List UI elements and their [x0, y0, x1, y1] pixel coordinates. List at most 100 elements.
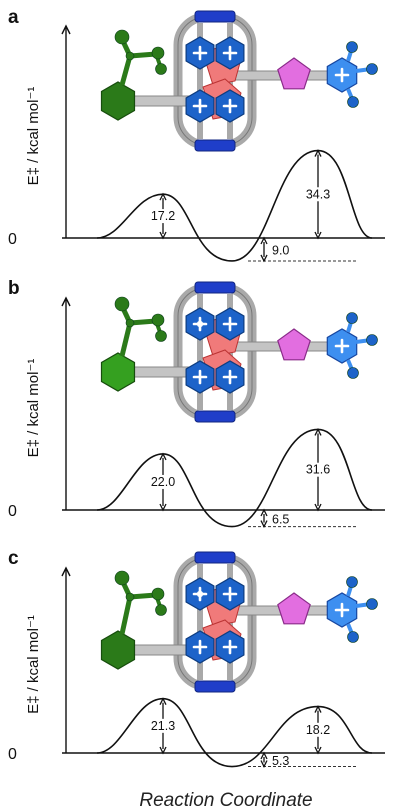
magenta-pentagon-icon: [277, 592, 311, 625]
zero-tick-label: 0: [8, 746, 17, 763]
barrier1-arrow-head-top: [159, 192, 167, 201]
energy-curve: [96, 428, 373, 528]
barrier2-arrow-head-bottom: [314, 231, 322, 240]
barrier1-label-bg: [149, 209, 177, 224]
reduced-dot: [196, 320, 204, 328]
barrier2-arrow-head-bottom: [314, 503, 322, 512]
green-atom-1: [114, 570, 130, 586]
barrier1-label: 21.3: [151, 719, 175, 733]
plus-mark-4: [222, 98, 238, 114]
plus-mark-2: [222, 586, 238, 602]
blue-atom-3: [347, 631, 359, 643]
green-stopper-icon: [100, 81, 136, 121]
blue-stopper-plus: [334, 338, 350, 354]
blue-atom-1: [346, 41, 358, 53]
blue-atom-2: [366, 63, 378, 75]
plus-mark-4: [222, 369, 238, 385]
blue-atom-1: [346, 576, 358, 588]
barrier1-label-bg: [149, 718, 177, 733]
blue-atom-1: [346, 312, 358, 324]
green-atom-2: [151, 46, 165, 60]
green-atom-0: [125, 318, 135, 328]
zero-tick-label: 0: [8, 503, 17, 520]
panel-letter: a: [8, 7, 19, 28]
barrier1-arrow-head-top: [159, 452, 167, 461]
plus-mark-3: [192, 639, 208, 655]
y-axis-arrow: [61, 296, 71, 307]
x-axis-label: Reaction Coordinate: [139, 790, 312, 811]
blue-atom-2: [366, 598, 378, 610]
plus-mark-3: [192, 369, 208, 385]
green-atom-1: [114, 296, 130, 312]
rotaxane-illustration: [100, 281, 378, 423]
green-stopper-icon: [100, 352, 136, 392]
barrier1-label: 22.0: [151, 475, 175, 489]
ring-cap-bottom: [194, 410, 236, 423]
blue-stopper-plus: [334, 67, 350, 83]
barrier2-label: 31.6: [306, 463, 330, 477]
barrier2-arrow-head-top: [314, 149, 322, 157]
barrier1-arrow-head-bottom: [159, 503, 167, 512]
rotaxane-illustration: [100, 10, 378, 152]
barrier2-arrow-head-top: [314, 427, 322, 436]
energy-curve: [96, 149, 373, 262]
y-axis-arrow: [61, 24, 71, 35]
panel-c: c E‡ / kcal mol⁻¹ 0 21.3 5.3 18.2: [8, 548, 385, 768]
barrier2-label: 34.3: [306, 187, 330, 201]
barrier2-arrow-head-bottom: [314, 746, 322, 755]
ring-cap-bottom: [194, 139, 236, 152]
energy-curve: [96, 697, 373, 768]
panel-letter: c: [8, 548, 19, 569]
green-atom-0: [125, 592, 135, 602]
green-atom-2: [151, 313, 165, 327]
barrier2-label-bg: [304, 462, 332, 477]
magenta-pentagon-icon: [277, 328, 311, 361]
ring-cap-top: [194, 281, 236, 294]
green-stopper-icon: [100, 630, 136, 670]
barrier2-label-bg: [304, 722, 332, 737]
green-branch-3: [129, 51, 157, 59]
barrier1-label-bg: [149, 474, 177, 489]
well-arrow-head-bottom: [260, 760, 268, 768]
y-axis-arrow: [61, 566, 71, 577]
well-label: 9.0: [272, 243, 289, 257]
barrier1-arrow-head-bottom: [159, 746, 167, 755]
panel-letter: b: [8, 278, 20, 299]
magenta-pentagon-icon: [277, 57, 311, 90]
green-atom-3: [155, 63, 167, 75]
green-atom-0: [125, 51, 135, 61]
reduced-dot: [196, 590, 204, 598]
y-axis-label: E‡ / kcal mol⁻¹: [25, 87, 42, 186]
well-label: 5.3: [272, 754, 289, 768]
well-arrow-head-top: [260, 751, 268, 760]
well-label: 6.5: [272, 512, 289, 526]
green-branch: [119, 322, 133, 357]
green-atom-2: [151, 587, 165, 601]
panel-a: a E‡ / kcal mol⁻¹ 0 17.2 9.0 34.3: [8, 7, 385, 263]
well-arrow-head-top: [260, 236, 268, 245]
blue-atom-3: [347, 96, 359, 108]
barrier2-label: 18.2: [306, 723, 330, 737]
y-axis-label: E‡ / kcal mol⁻¹: [25, 615, 42, 714]
blue-atom-2: [366, 334, 378, 346]
blue-stopper-plus: [334, 602, 350, 618]
green-branch-3: [129, 592, 157, 600]
green-atom-1: [114, 29, 130, 45]
blue-atom-3: [347, 367, 359, 379]
green-branch: [119, 596, 133, 635]
plus-mark-3: [192, 98, 208, 114]
ring-cap-bottom: [194, 680, 236, 693]
plus-mark-2: [222, 316, 238, 332]
zero-tick-label: 0: [8, 231, 17, 248]
plus-mark-1: [192, 45, 208, 61]
barrier2-arrow-head-top: [314, 705, 322, 713]
green-atom-3: [155, 604, 167, 616]
ring-cap-top: [194, 10, 236, 23]
rotaxane-illustration: [100, 551, 378, 693]
barrier1-arrow-head-top: [159, 697, 167, 705]
well-arrow-head-bottom: [260, 520, 268, 529]
plus-mark-2: [222, 45, 238, 61]
barrier2-label-bg: [304, 187, 332, 202]
green-atom-3: [155, 330, 167, 342]
